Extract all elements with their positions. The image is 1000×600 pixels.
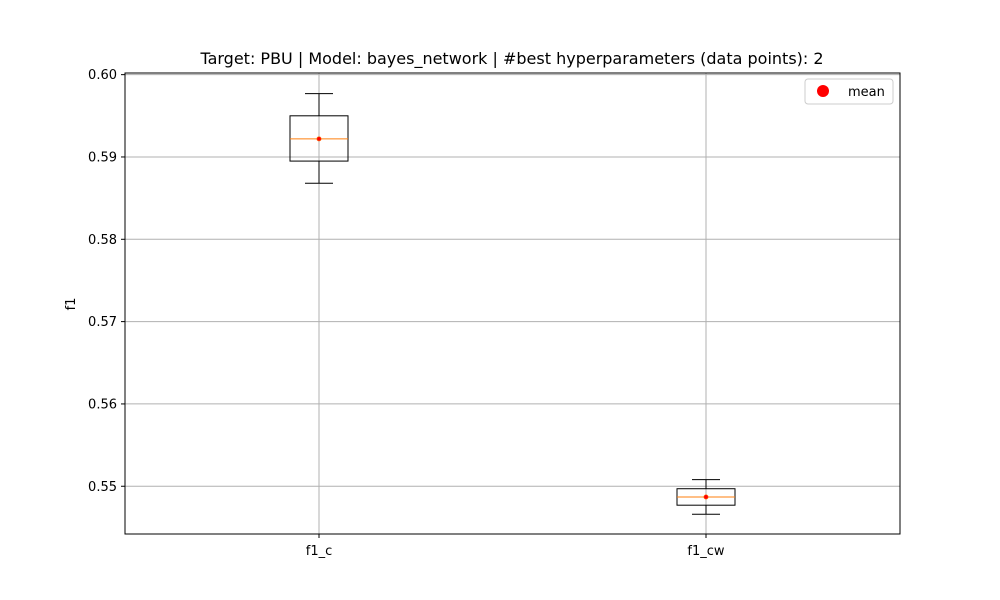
y-tick-label: 0.57 xyxy=(88,315,117,330)
legend-mean-marker xyxy=(817,85,829,97)
box-plots xyxy=(289,93,736,515)
grid-lines xyxy=(125,73,900,534)
x-tick-label: f1_cw xyxy=(687,544,724,559)
legend: mean xyxy=(804,78,894,105)
y-tick-label: 0.55 xyxy=(88,480,117,495)
mean-marker xyxy=(316,136,322,142)
x-axis-ticks: f1_c f1_cw xyxy=(306,534,725,559)
y-tick-label: 0.59 xyxy=(88,150,117,165)
chart-title: Target: PBU | Model: bayes_network | #be… xyxy=(199,49,823,69)
y-tick-label: 0.60 xyxy=(88,68,117,83)
legend-label-mean: mean xyxy=(848,85,885,100)
plot-area-frame xyxy=(124,72,901,535)
y-axis-label: f1 xyxy=(64,298,79,311)
mean-marker xyxy=(703,494,709,500)
box-f1_c xyxy=(289,93,349,184)
y-axis-ticks: 0.55 0.56 0.57 0.58 0.59 0.60 xyxy=(88,68,125,495)
x-tick-label: f1_c xyxy=(306,544,333,559)
legend-box xyxy=(804,78,894,105)
y-tick-label: 0.58 xyxy=(88,233,117,248)
y-tick-label: 0.56 xyxy=(88,397,117,412)
box-f1_cw xyxy=(676,479,736,515)
